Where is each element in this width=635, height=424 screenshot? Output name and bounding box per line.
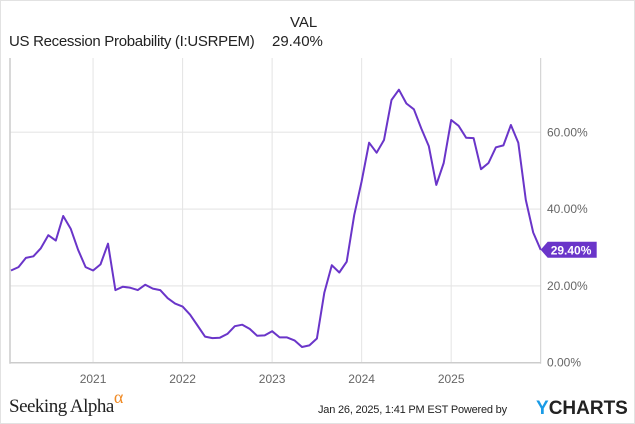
last-value-label: 29.40% (551, 243, 592, 257)
timestamp: Jan 26, 2025, 1:41 PM EST (318, 404, 448, 416)
brand-name: Seeking Alpha (9, 396, 114, 417)
y-tick-label: 0.00% (547, 356, 581, 370)
y-tick-label: 40.00% (547, 202, 588, 216)
series-line (10, 88, 542, 348)
x-tick-label: 2021 (80, 372, 107, 386)
x-tick-label: 2022 (169, 372, 196, 386)
y-tick-label: 60.00% (547, 125, 588, 139)
x-tick-label: 2024 (348, 372, 375, 386)
last-value-badge (540, 241, 597, 258)
x-tick-label: 2025 (438, 372, 465, 386)
ycharts-y: Y (536, 398, 549, 419)
series-value: 29.40% (272, 33, 323, 50)
value-column-header: VAL (290, 14, 318, 31)
x-tick-label: 2023 (259, 372, 286, 386)
y-tick-label: 20.00% (547, 279, 588, 293)
powered-by: Powered by (450, 404, 507, 416)
seeking-alpha-logo: Seeking Alphaα (9, 387, 123, 418)
brand-alpha-symbol: α (113, 387, 123, 407)
ycharts-logo[interactable]: YCHARTS (536, 398, 628, 420)
series-name[interactable]: US Recession Probability (I:USRPEM) (9, 33, 255, 50)
ycharts-rest: CHARTS (548, 398, 628, 419)
footer-timestamp: Jan 26, 2025, 1:41 PM EST Powered by (318, 404, 507, 416)
